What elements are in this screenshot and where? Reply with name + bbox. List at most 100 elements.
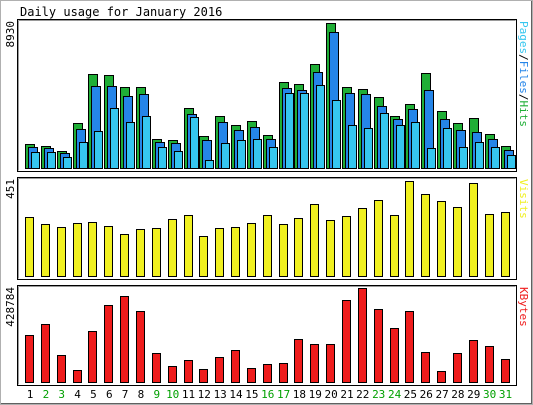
x-tick-label: 24: [388, 388, 402, 401]
hits-pages-bar: [63, 157, 72, 169]
visits-visits-bar: [294, 218, 303, 277]
hits-pages-bar: [142, 116, 151, 169]
hits-legend-item: Hits: [517, 101, 530, 128]
kbytes-kbytes-bar: [152, 353, 161, 383]
kbytes-kbytes-bar: [374, 309, 383, 383]
kbytes-kbytes-bar: [437, 371, 446, 383]
visits-visits-bar: [247, 223, 256, 277]
kbytes-kbytes-bar: [104, 305, 113, 383]
visits-visits-bar: [469, 183, 478, 277]
x-tick-label: 28: [451, 388, 464, 401]
x-tick-label: 18: [293, 388, 306, 401]
hits-panel: 8930 Pages/Files/Hits: [4, 19, 530, 172]
kbytes-kbytes-bar: [310, 344, 319, 383]
kbytes-kbytes-bar: [358, 288, 367, 383]
hits-pages-bar: [174, 151, 183, 169]
kbytes-kbytes-bar: [485, 346, 494, 383]
kbytes-kbytes-bar: [41, 324, 50, 383]
hits-pages-bar: [316, 85, 325, 169]
x-tick-label: 17: [277, 388, 290, 401]
visits-visits-bar: [279, 224, 288, 277]
visits-legend: Visits: [517, 179, 530, 219]
hits-pages-bar: [475, 142, 484, 169]
kbytes-kbytes-bar: [342, 300, 351, 383]
x-tick-label: 25: [404, 388, 417, 401]
x-tick-label: 20: [324, 388, 337, 401]
visits-visits-bar: [374, 200, 383, 277]
hits-pages-bar: [332, 100, 341, 169]
hits-pages-bar: [459, 147, 468, 169]
hits-pages-bar: [491, 147, 500, 169]
x-tick-label: 31: [499, 388, 512, 401]
kbytes-panel: 428784 KBytes: [4, 285, 530, 386]
x-tick-label: 19: [309, 388, 322, 401]
kbytes-kbytes-bar: [73, 370, 82, 383]
kbytes-legend-item: KBytes: [517, 287, 530, 327]
hits-legend: Pages/Files/Hits: [517, 21, 530, 127]
kbytes-kbytes-bar: [57, 355, 66, 383]
hits-ymax-label: 8930: [4, 21, 17, 48]
x-tick-label: 27: [435, 388, 448, 401]
kbytes-kbytes-bar: [390, 328, 399, 383]
x-tick-label: 5: [90, 388, 97, 401]
visits-visits-bar: [184, 215, 193, 277]
hits-pages-bar: [396, 125, 405, 169]
kbytes-kbytes-bar: [421, 352, 430, 383]
kbytes-kbytes-bar: [405, 311, 414, 383]
hits-pages-bar: [205, 160, 214, 169]
kbytes-kbytes-bar: [136, 311, 145, 383]
visits-visits-bar: [57, 227, 66, 277]
visits-ymax-label: 451: [4, 179, 17, 199]
visits-visits-bar: [421, 194, 430, 277]
visits-visits-bar: [437, 201, 446, 277]
hits-pages-bar: [190, 117, 199, 169]
x-tick-label: 4: [74, 388, 81, 401]
hits-pages-bar: [47, 152, 56, 169]
hits-pages-bar: [94, 131, 103, 169]
hits-pages-bar: [380, 113, 389, 169]
kbytes-kbytes-bar: [469, 340, 478, 383]
visits-visits-bar: [405, 181, 414, 277]
kbytes-kbytes-bar: [215, 357, 224, 383]
chart-title: Daily usage for January 2016: [20, 5, 222, 19]
hits-pages-bar: [507, 155, 516, 169]
visits-visits-bar: [215, 228, 224, 277]
kbytes-kbytes-bar: [247, 368, 256, 383]
x-tick-label: 13: [214, 388, 227, 401]
x-tick-label: 16: [261, 388, 274, 401]
hits-pages-bar: [348, 125, 357, 169]
x-tick-label: 12: [198, 388, 211, 401]
kbytes-kbytes-bar: [294, 339, 303, 383]
hits-legend-item: /: [517, 54, 530, 61]
kbytes-kbytes-bar: [88, 331, 97, 383]
visits-visits-bar: [453, 207, 462, 277]
kbytes-kbytes-bar: [184, 360, 193, 383]
visits-visits-bar: [263, 215, 272, 277]
visits-visits-bar: [199, 236, 208, 277]
hits-pages-bar: [443, 128, 452, 169]
kbytes-kbytes-bar: [263, 364, 272, 383]
visits-visits-bar: [41, 224, 50, 277]
x-tick-label: 23: [372, 388, 385, 401]
kbytes-kbytes-bar: [453, 353, 462, 383]
x-tick-label: 22: [356, 388, 369, 401]
x-tick-label: 6: [106, 388, 113, 401]
x-tick-label: 3: [58, 388, 65, 401]
visits-visits-bar: [73, 223, 82, 277]
visits-panel: 451 Visits: [4, 177, 530, 280]
visits-visits-bar: [104, 226, 113, 277]
hits-pages-bar: [158, 147, 167, 169]
x-tick-labels: 1 2 3 4 5 6 7 8 9 10 11 12 13 14 15 16 17 18 19 20 21 22 23 24 2…: [27, 388, 512, 401]
hits-pages-bar: [364, 128, 373, 169]
visits-visits-bar: [136, 229, 145, 277]
hits-pages-bar: [79, 142, 88, 169]
hits-legend-item: Pages: [517, 21, 530, 54]
x-tick-label: 26: [420, 388, 433, 401]
kbytes-legend: KBytes: [517, 287, 530, 327]
visits-visits-bar: [88, 222, 97, 277]
visits-visits-bar: [358, 208, 367, 277]
x-tick-label: 10: [166, 388, 179, 401]
visits-visits-bar: [310, 204, 319, 277]
visits-legend-item: Visits: [517, 179, 530, 219]
x-tick-label: 14: [229, 388, 243, 401]
